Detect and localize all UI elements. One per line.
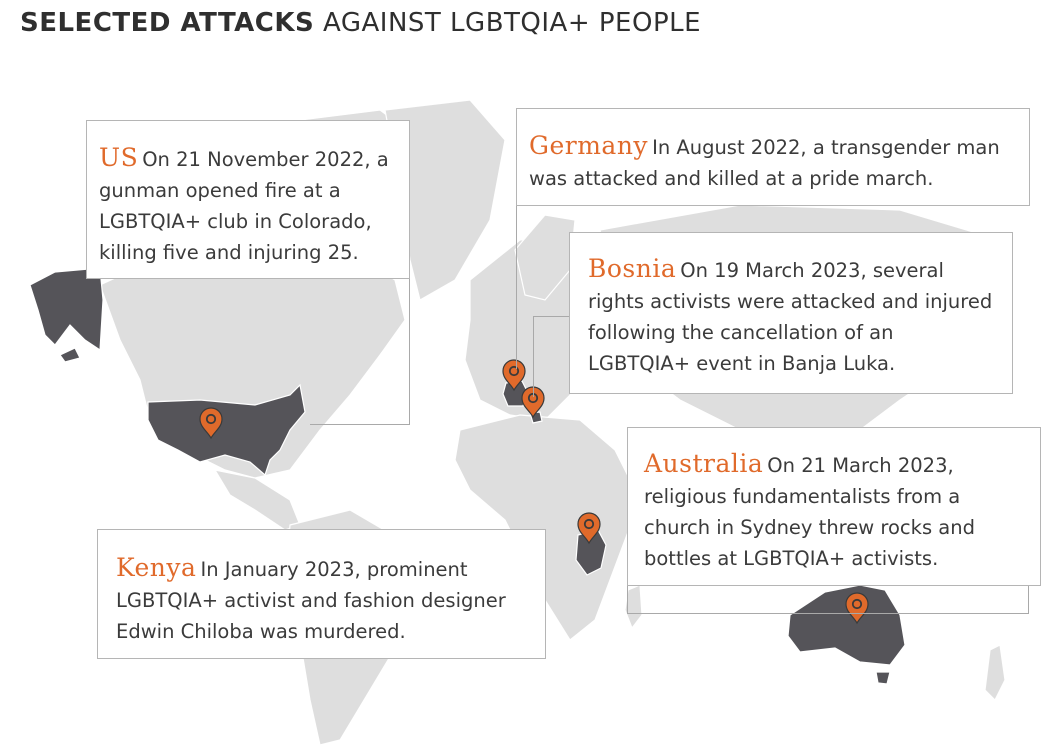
map-pin-icon bbox=[845, 592, 869, 625]
card-germany: Germany In August 2022, a transgender man… bbox=[516, 108, 1030, 206]
country-alaska bbox=[29, 267, 104, 352]
card-text-australia: On 21 March 2023, religious fundamentali… bbox=[644, 454, 975, 570]
map-pin-icon bbox=[199, 407, 223, 440]
country-label-australia: Australia bbox=[644, 449, 764, 478]
card-text-germany: In August 2022, a transgender man was at… bbox=[529, 136, 1000, 190]
card-bosnia: Bosnia On 19 March 2023, several rights a… bbox=[569, 232, 1013, 394]
card-kenya: Kenya In January 2023, prominent LGBTQIA+… bbox=[97, 529, 546, 659]
leader-germany bbox=[516, 205, 517, 369]
country-tasmania bbox=[875, 671, 891, 685]
card-text-kenya: In January 2023, prominent LGBTQIA+ acti… bbox=[116, 558, 506, 643]
card-text-us: On 21 November 2022, a gunman opened fir… bbox=[99, 148, 389, 264]
leader-us bbox=[310, 278, 410, 425]
card-text-bosnia: On 19 March 2023, several rights activis… bbox=[588, 259, 993, 375]
country-label-bosnia: Bosnia bbox=[588, 254, 677, 283]
page-title: SELECTED ATTACKS AGAINST LGBTQIA+ PEOPLE bbox=[20, 8, 701, 38]
highlighted-countries bbox=[29, 267, 906, 685]
land-central-america bbox=[213, 469, 301, 531]
pins-layer bbox=[199, 359, 869, 625]
map-pin-icon bbox=[502, 359, 526, 392]
country-usa bbox=[147, 383, 306, 477]
land-new-zealand bbox=[984, 644, 1006, 702]
leader-bosnia bbox=[533, 316, 570, 397]
country-alaska-islands bbox=[59, 347, 81, 363]
country-label-kenya: Kenya bbox=[116, 553, 197, 582]
map-pin-icon bbox=[577, 512, 601, 545]
title-strong: SELECTED ATTACKS bbox=[20, 8, 315, 38]
leader-australia bbox=[627, 585, 1029, 614]
card-us: US On 21 November 2022, a gunman opened f… bbox=[86, 120, 410, 279]
country-australia bbox=[787, 584, 906, 666]
country-label-us: US bbox=[99, 143, 139, 172]
card-australia: Australia On 21 March 2023, religious fun… bbox=[627, 427, 1041, 586]
country-label-germany: Germany bbox=[529, 131, 649, 160]
title-light: AGAINST LGBTQIA+ PEOPLE bbox=[323, 8, 702, 38]
land-africa bbox=[454, 414, 641, 641]
